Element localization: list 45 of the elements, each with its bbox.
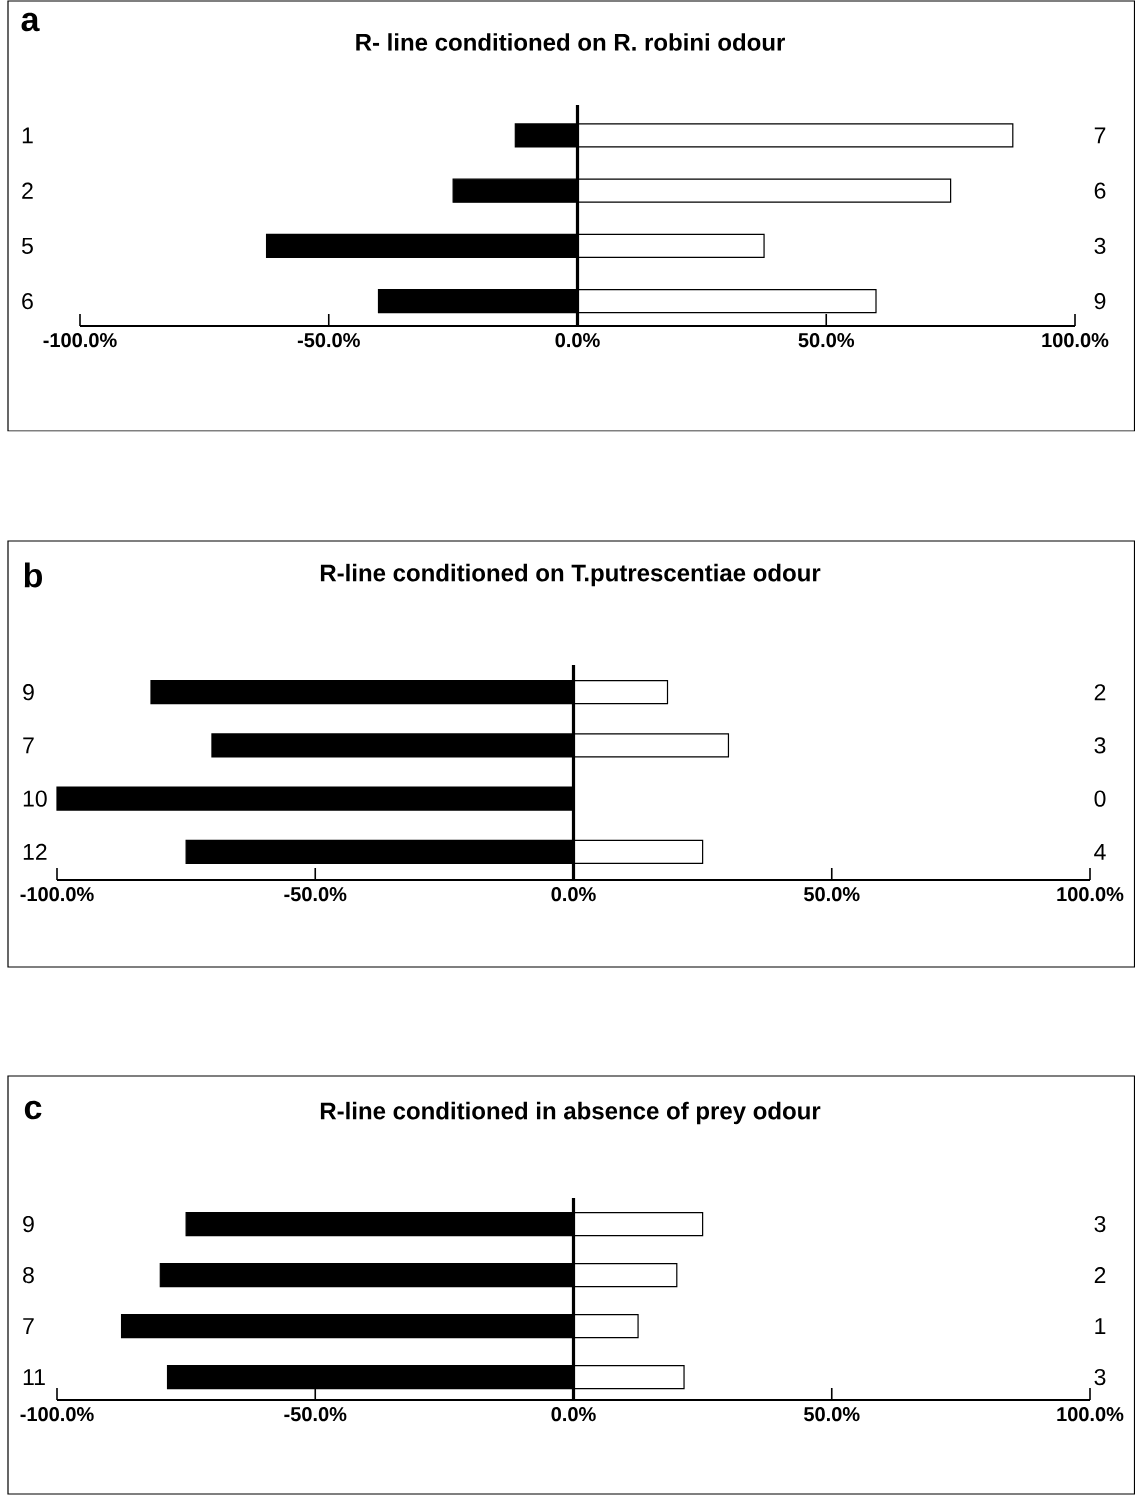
y-tick-label: 5 xyxy=(21,237,33,254)
y-tick-label: 12 xyxy=(23,843,47,860)
x-tick-label: 50.0% xyxy=(803,1407,860,1422)
chart-title: R-line conditioned in absence of prey odour xyxy=(320,1101,821,1125)
text: 3 xyxy=(1094,737,1106,754)
text: 6 xyxy=(1094,182,1106,199)
y-tick-label: 1 xyxy=(22,127,33,144)
text: 1 xyxy=(1095,1318,1106,1334)
x-tick-label: -50.0% xyxy=(284,887,347,902)
text: 7 xyxy=(1094,127,1106,144)
x-tick-label: -100.0% xyxy=(43,333,117,348)
text: 3 xyxy=(1094,237,1106,255)
y-tick-label: 7 xyxy=(23,1318,34,1334)
x-tick-label: 0.0% xyxy=(551,1407,596,1422)
x-tick-label: 50.0% xyxy=(803,887,860,902)
text: a xyxy=(21,12,40,32)
x-tick-label: 0.0% xyxy=(555,333,600,348)
x-tick-label: 100.0% xyxy=(1042,333,1109,348)
x-tick-label: -100.0% xyxy=(20,1407,94,1422)
text: 2 xyxy=(1094,1267,1106,1284)
chart-title: R- line conditioned on R. robini odour xyxy=(356,33,785,51)
x-tick-label: 0.0% xyxy=(551,887,596,902)
x-tick-label: 100.0% xyxy=(1057,1407,1124,1422)
chart-title: R-line conditioned on T.putrescentiae odour xyxy=(320,563,821,587)
y-tick-label: 9 xyxy=(23,1215,34,1233)
text: 9 xyxy=(1094,293,1106,310)
x-tick-label: -50.0% xyxy=(284,1407,347,1422)
text: 0 xyxy=(1094,790,1106,807)
text: 4 xyxy=(1094,843,1106,860)
text: 3 xyxy=(1094,1215,1106,1233)
y-tick-label: 11 xyxy=(23,1369,45,1385)
y-tick-label: 7 xyxy=(23,737,34,754)
text: c xyxy=(24,1100,42,1120)
y-tick-label: 10 xyxy=(23,790,47,807)
text: 3 xyxy=(1094,1368,1106,1386)
x-tick-label: -100.0% xyxy=(20,887,94,902)
x-tick-label: -50.0% xyxy=(297,333,360,348)
text: b xyxy=(24,562,42,588)
y-tick-label: 6 xyxy=(22,293,33,310)
x-tick-label: 50.0% xyxy=(798,333,855,348)
text: 2 xyxy=(1094,684,1106,701)
x-tick-label: 100.0% xyxy=(1057,887,1124,902)
y-tick-label: 8 xyxy=(23,1266,34,1284)
y-tick-label: 2 xyxy=(22,182,33,199)
y-tick-label: 9 xyxy=(23,684,34,701)
